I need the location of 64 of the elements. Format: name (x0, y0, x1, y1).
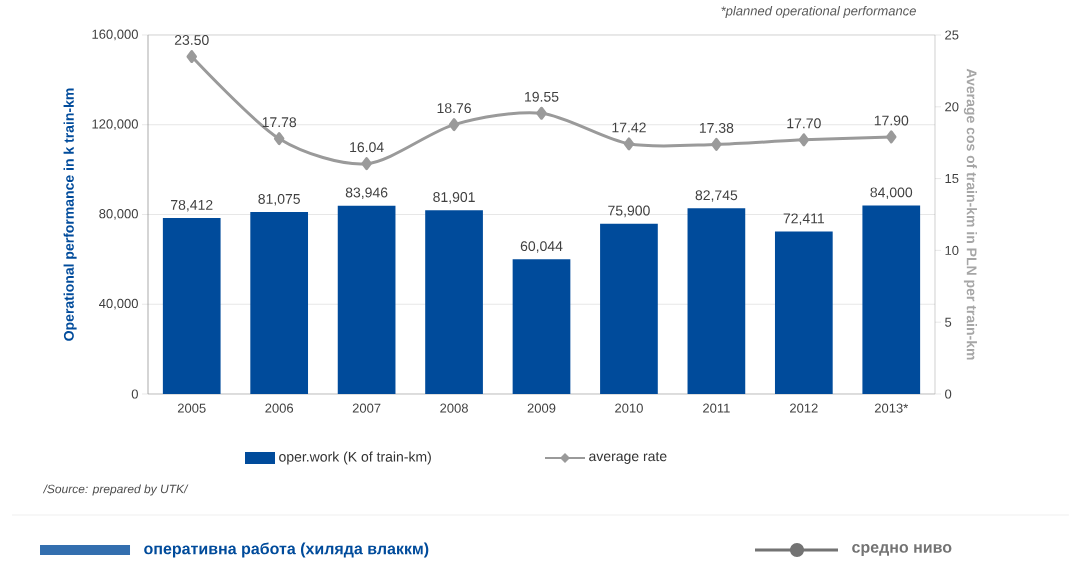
bar (600, 223, 658, 394)
text: *planned operational performance (721, 5, 916, 19)
point (448, 118, 460, 132)
data-label: 23.50 (174, 35, 209, 45)
bar (512, 259, 571, 394)
point (186, 50, 197, 64)
y-tick-label: 120,000 (92, 119, 138, 131)
data-label: 17.70 (787, 118, 821, 129)
text: оперативна работа (хиляда влаккм) (144, 542, 429, 558)
y2-tick-label: 15 (945, 174, 959, 184)
bar (162, 218, 221, 394)
legend-label: oper.work (K of train-km) (279, 451, 431, 465)
y2-axis-title: Average cos of train-km in PLN per train-km (963, 68, 977, 360)
data-label: 72,411 (783, 213, 825, 225)
y-tick-label: 160,000 (92, 29, 138, 41)
data-label: 17.78 (262, 117, 297, 128)
bar (337, 205, 396, 394)
data-label: 83,946 (345, 187, 388, 200)
y-axis-title: Operational performance in k train-km (63, 88, 77, 341)
point (798, 133, 810, 147)
x-tick-label: 2010 (615, 403, 643, 413)
data-label: 75,900 (608, 205, 650, 218)
point (273, 132, 285, 146)
x-tick-label: 2012 (790, 403, 818, 413)
y-tick-label: 0 (131, 389, 138, 399)
data-label: 18.76 (437, 103, 471, 114)
data-label: 17.38 (699, 122, 734, 133)
point (711, 137, 722, 151)
bar (774, 231, 833, 394)
x-tick-label: 2013* (874, 403, 909, 413)
bar (687, 208, 746, 394)
point (536, 106, 547, 120)
point (361, 157, 372, 171)
x-tick-label: 2011 (703, 403, 730, 413)
point (886, 130, 897, 144)
data-label: 19.55 (525, 91, 559, 102)
bar (425, 210, 483, 394)
data-label: 82,745 (695, 190, 738, 202)
data-label: 81,901 (433, 192, 475, 204)
x-tick-label: 2005 (177, 403, 206, 413)
y2-tick-label: 0 (945, 389, 952, 399)
data-label: 16.04 (350, 142, 384, 153)
y-tick-label: 40,000 (99, 298, 138, 310)
text: /Source: prepared by UTK/ (42, 484, 189, 496)
text: средно ниво (852, 544, 952, 556)
data-label: 17.90 (874, 115, 909, 126)
x-tick-label: 2008 (440, 403, 468, 413)
data-label: 84,000 (870, 187, 913, 199)
data-label: 81,075 (258, 193, 300, 206)
data-label: 78,412 (171, 199, 213, 212)
data-label: 17.42 (612, 122, 646, 133)
data-label: 60,044 (520, 241, 563, 253)
y2-tick-label: 20 (945, 102, 959, 112)
point (623, 137, 635, 151)
bar (862, 205, 921, 394)
x-tick-label: 2007 (352, 403, 381, 413)
y2-tick-label: 5 (945, 317, 952, 327)
x-tick-label: 2009 (527, 403, 556, 413)
y2-tick-label: 25 (945, 30, 959, 40)
y2-tick-label: 10 (945, 245, 959, 255)
x-tick-label: 2006 (265, 403, 294, 413)
y-tick-label: 80,000 (99, 209, 138, 220)
legend-label: average rate (589, 452, 667, 464)
bar (250, 212, 309, 394)
